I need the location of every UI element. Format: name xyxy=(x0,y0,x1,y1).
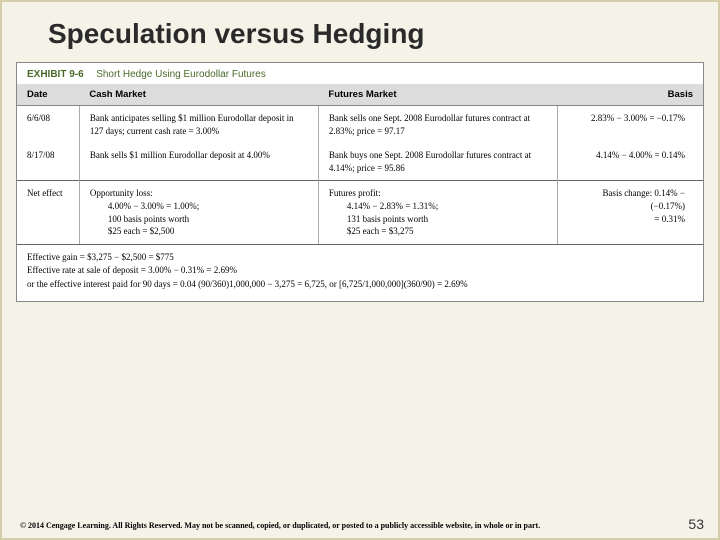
exhibit-number: EXHIBIT 9-6 xyxy=(27,69,84,80)
exhibit-label: EXHIBIT 9-6 Short Hedge Using Eurodollar… xyxy=(17,63,703,84)
net-basis-line: = 0.31% xyxy=(654,214,685,224)
page-number: 53 xyxy=(688,516,704,532)
cell-basis: 4.14% − 4.00% = 0.14% xyxy=(557,143,703,181)
cell-date: 6/6/08 xyxy=(17,106,79,144)
cell-cash: Bank sells $1 million Eurodollar deposit… xyxy=(79,143,318,181)
cell-basis: 2.83% − 3.00% = −0.17% xyxy=(557,106,703,144)
net-cash-line: $25 each = $2,500 xyxy=(90,225,308,238)
net-effect-row: Net effect Opportunity loss: 4.00% − 3.0… xyxy=(17,181,703,244)
net-cash-line: 4.00% − 3.00% = 1.00%; xyxy=(90,200,308,213)
header-futures: Futures Market xyxy=(318,84,557,106)
net-basis-line: Basis change: 0.14% − (−0.17%) xyxy=(602,188,685,211)
header-cash: Cash Market xyxy=(79,84,318,106)
table-row: 8/17/08 Bank sells $1 million Eurodollar… xyxy=(17,143,703,181)
exhibit-container: EXHIBIT 9-6 Short Hedge Using Eurodollar… xyxy=(16,62,704,302)
header-basis: Basis xyxy=(557,84,703,106)
effective-rate: Effective rate at sale of deposit = 3.00… xyxy=(27,264,693,278)
header-date: Date xyxy=(17,84,79,106)
header-row: Date Cash Market Futures Market Basis xyxy=(17,84,703,106)
net-cash-line: 100 basis points worth xyxy=(90,213,308,226)
net-cash-line: Opportunity loss: xyxy=(90,188,153,198)
cell-net-futures: Futures profit: 4.14% − 2.83% = 1.31%; 1… xyxy=(318,181,557,244)
cell-date: 8/17/08 xyxy=(17,143,79,181)
copyright-text: © 2014 Cengage Learning. All Rights Rese… xyxy=(20,521,678,530)
cell-net-basis: Basis change: 0.14% − (−0.17%) = 0.31% xyxy=(557,181,703,244)
net-fut-line: 4.14% − 2.83% = 1.31%; xyxy=(329,200,547,213)
hedge-table: Date Cash Market Futures Market Basis 6/… xyxy=(17,84,703,244)
cell-net-cash: Opportunity loss: 4.00% − 3.00% = 1.00%;… xyxy=(79,181,318,244)
cell-cash: Bank anticipates selling $1 million Euro… xyxy=(79,106,318,144)
slide-title: Speculation versus Hedging xyxy=(2,2,718,62)
effective-interest: or the effective interest paid for 90 da… xyxy=(27,278,693,292)
net-fut-line: Futures profit: xyxy=(329,188,381,198)
exhibit-title: Short Hedge Using Eurodollar Futures xyxy=(96,69,266,80)
effective-gain: Effective gain = $3,275 − $2,500 = $775 xyxy=(27,251,693,265)
net-fut-line: $25 each = $3,275 xyxy=(329,225,547,238)
cell-net-label: Net effect xyxy=(17,181,79,244)
effective-summary: Effective gain = $3,275 − $2,500 = $775 … xyxy=(17,244,703,302)
cell-futures: Bank buys one Sept. 2008 Eurodollar futu… xyxy=(318,143,557,181)
net-fut-line: 131 basis points worth xyxy=(329,213,547,226)
table-row: 6/6/08 Bank anticipates selling $1 milli… xyxy=(17,106,703,144)
cell-futures: Bank sells one Sept. 2008 Eurodollar fut… xyxy=(318,106,557,144)
